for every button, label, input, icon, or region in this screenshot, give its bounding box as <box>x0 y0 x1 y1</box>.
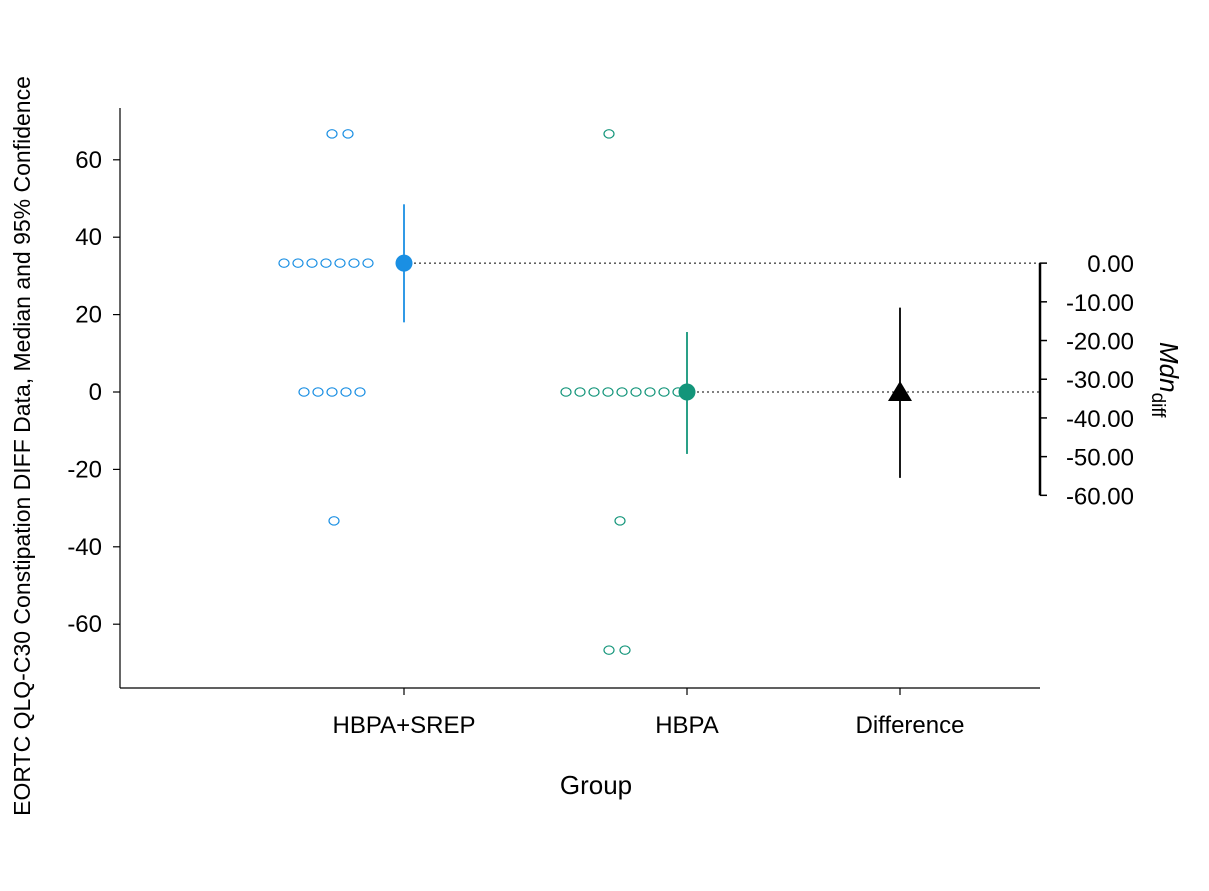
raw-data-point <box>619 645 631 655</box>
reference-lines-layer <box>414 262 1040 393</box>
secondary-axis-title-main: Mdn <box>1154 342 1184 393</box>
secondary-tick-label: -50.00 <box>1066 445 1134 472</box>
raw-data-point <box>602 387 614 397</box>
secondary-tick-label: 0.00 <box>1087 251 1134 278</box>
raw-data-point <box>342 129 354 139</box>
raw-data-point <box>348 258 360 268</box>
raw-data-point <box>630 387 642 397</box>
raw-data-point <box>644 387 656 397</box>
raw-data-point <box>326 129 338 139</box>
raw-data-point <box>340 387 352 397</box>
raw-data-point <box>603 645 615 655</box>
y-tick-label: 0 <box>89 379 102 406</box>
y-tick-label: -20 <box>67 456 102 483</box>
raw-data-points-layer <box>278 129 684 655</box>
raw-data-point <box>298 387 310 397</box>
secondary-tick-label: -60.00 <box>1066 483 1134 510</box>
y-tick-label: 60 <box>75 147 102 174</box>
raw-data-point <box>574 387 586 397</box>
median-ci-layer <box>395 204 912 478</box>
raw-data-point <box>614 516 626 526</box>
raw-data-point <box>306 258 318 268</box>
y-tick-label: 20 <box>75 302 102 329</box>
median-marker <box>678 383 696 401</box>
raw-data-point <box>588 387 600 397</box>
y-tick-label: -60 <box>67 611 102 638</box>
x-tick-label: HBPA <box>655 712 719 739</box>
x-axis-title: Group <box>560 770 632 800</box>
axes-layer <box>113 108 1047 695</box>
raw-data-point <box>603 129 615 139</box>
raw-data-point <box>278 258 290 268</box>
raw-data-point <box>560 387 572 397</box>
secondary-tick-label: -20.00 <box>1066 329 1134 356</box>
median-marker <box>395 254 413 272</box>
raw-data-point <box>326 387 338 397</box>
raw-data-point <box>292 258 304 268</box>
raw-data-point <box>334 258 346 268</box>
raw-data-point <box>312 387 324 397</box>
difference-marker <box>888 381 912 401</box>
x-tick-label: Difference <box>856 712 965 739</box>
raw-data-point <box>362 258 374 268</box>
y-tick-label: 40 <box>75 224 102 251</box>
raw-data-point <box>328 516 340 526</box>
secondary-tick-label: -10.00 <box>1066 290 1134 317</box>
secondary-tick-label: -40.00 <box>1066 406 1134 433</box>
raw-data-point <box>616 387 628 397</box>
raw-data-point <box>320 258 332 268</box>
secondary-tick-label: -30.00 <box>1066 367 1134 394</box>
x-tick-label: HBPA+SREP <box>333 712 476 739</box>
secondary-axis-title-subscript: diff <box>1147 393 1168 419</box>
y-tick-label: -40 <box>67 534 102 561</box>
secondary-axis-title: Mdndiff <box>1147 342 1184 418</box>
y-axis-title: EORTC QLQ-C30 Constipation DIFF Data, Me… <box>9 76 35 816</box>
raw-data-point <box>354 387 366 397</box>
labels-layer: 60 40 20 0 -20 -40 -60 HBPA+SREP HBPA Difference G… <box>9 76 1184 816</box>
raw-data-point <box>658 387 670 397</box>
